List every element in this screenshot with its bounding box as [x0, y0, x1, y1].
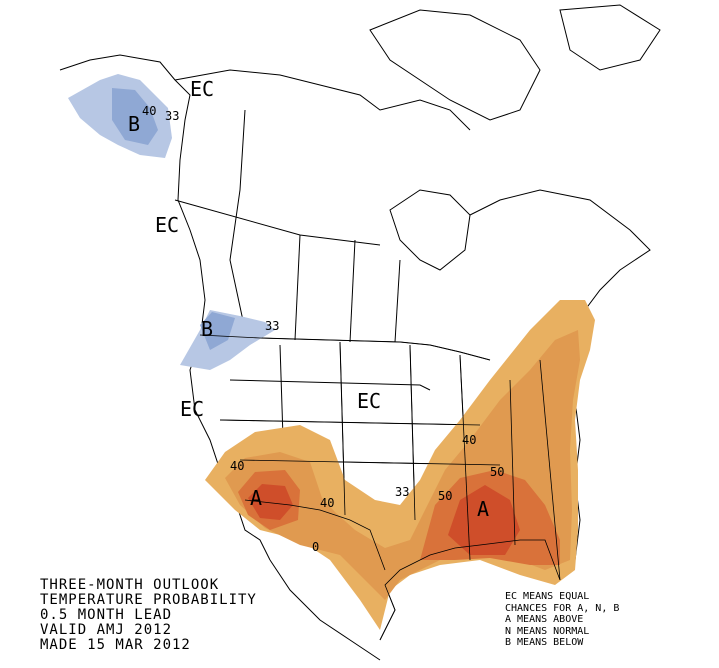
contour-label-nw-33: 33 [265, 319, 279, 333]
contour-label-sw-40: 40 [230, 459, 244, 473]
ec-label-alaska: EC [190, 77, 214, 101]
contour-label-se-50b: 50 [438, 489, 452, 503]
contour-label-alaska-40: 40 [142, 104, 156, 118]
ec-label-central: EC [357, 389, 381, 413]
title-line: MADE 15 MAR 2012 [40, 637, 191, 653]
contour-label-tx-33: 33 [395, 485, 409, 499]
legend-line: N MEANS NORMAL [505, 625, 590, 637]
contour-label-alaska-33: 33 [165, 109, 179, 123]
b-label-alaska: B [128, 112, 140, 136]
legend-line: CHANCES FOR A, N, B [505, 602, 620, 614]
contour-label-se-40: 40 [462, 433, 476, 447]
a-label-southwest: A [250, 486, 262, 510]
title-line: 0.5 MONTH LEAD [40, 607, 173, 623]
state-outline [199, 334, 561, 641]
title-line: THREE-MONTH OUTLOOK [40, 577, 220, 593]
contour-label-tx-0: 0 [312, 540, 319, 554]
b-label-northwest: B [201, 317, 213, 341]
legend-line: EC MEANS EQUAL [505, 591, 590, 602]
below-area-northwest [180, 310, 275, 370]
title-line: VALID AMJ 2012 [40, 622, 173, 638]
a-label-southeast: A [477, 497, 489, 521]
legend-block: EC MEANS EQUAL CHANCES FOR A, N, B A MEA… [505, 591, 619, 649]
legend-line: A MEANS ABOVE [505, 614, 584, 625]
legend-line: B MEANS BELOW [505, 637, 584, 648]
ec-label-west: EC [180, 397, 204, 421]
below-area-alaska [68, 74, 172, 158]
title-block: THREE-MONTH OUTLOOK TEMPERATURE PROBABIL… [40, 578, 257, 653]
title-line: TEMPERATURE PROBABILITY [40, 592, 257, 608]
contour-label-nm-40: 40 [320, 496, 334, 510]
above-area [205, 300, 595, 630]
ec-label-canada-west: EC [155, 213, 179, 237]
contour-label-se-50a: 50 [490, 465, 504, 479]
